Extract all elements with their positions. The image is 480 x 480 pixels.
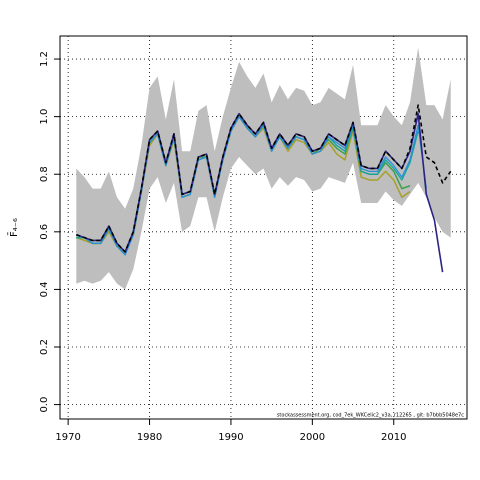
axes: 1970 1980 1990 2000 2010 0.0 0.2 0.4 0.6 0.8 1.0 1.… — [39, 51, 406, 443]
y-axis-label: F̄₄₋₆ — [7, 218, 20, 237]
x-tick-label: 2010 — [381, 432, 406, 443]
x-tick-label: 1970 — [55, 432, 80, 443]
y-tick-label: 1.2 — [39, 51, 50, 67]
x-tick-label: 1990 — [218, 432, 243, 443]
y-tick-label: 0.2 — [39, 339, 50, 355]
confidence-band — [76, 47, 451, 290]
y-tick-label: 1.0 — [39, 109, 50, 125]
confidence-band-layer — [76, 47, 451, 290]
y-tick-label: 0.8 — [39, 166, 50, 182]
y-tick-label: 0.0 — [39, 397, 50, 413]
x-tick-label: 2000 — [300, 432, 325, 443]
y-tick-label: 0.4 — [39, 281, 50, 297]
series-line-0 — [76, 104, 452, 253]
y-tick-label: 0.6 — [39, 224, 50, 240]
series-layer — [76, 104, 452, 273]
footnote: stockassessment.org, cod_7ek_WKCelic2_v3… — [277, 413, 464, 419]
x-tick-label: 1980 — [137, 432, 162, 443]
